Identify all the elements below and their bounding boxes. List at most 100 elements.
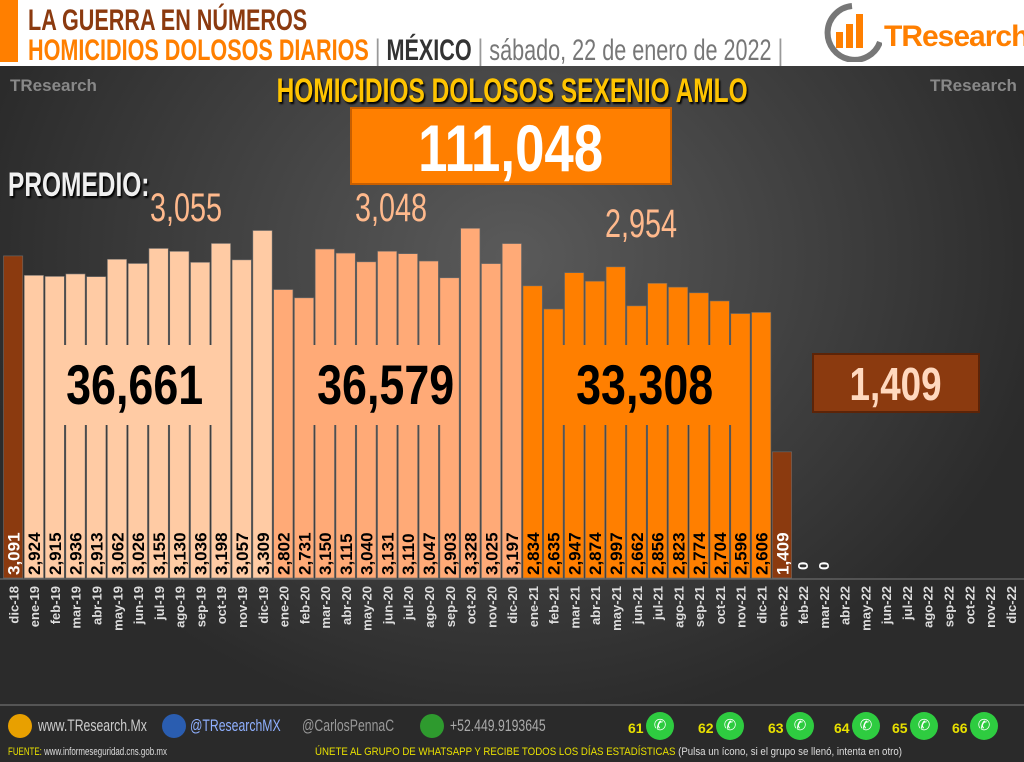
bar-mar-19: [65, 273, 86, 579]
x-tick-label: dic-18: [6, 586, 21, 624]
x-tick-label: jun-19: [131, 586, 146, 625]
bar-mar-21: [564, 272, 585, 579]
bar-dic-21: [751, 312, 772, 579]
logo-chart-icon: [824, 3, 883, 63]
x-tick-label: dic-22: [1004, 586, 1019, 624]
bar-value-label: 3,328: [462, 532, 481, 575]
x-tick-label: ene-19: [27, 586, 42, 627]
bar-dic-20: [501, 243, 522, 579]
whatsapp-icon[interactable]: ✆: [852, 712, 880, 740]
header-subtitle: HOMICIDIOS DOLOSOS DIARIOS | MÉXICO | sá…: [28, 34, 784, 67]
x-tick-label: sep-19: [193, 586, 208, 627]
bar-value-label: 3,036: [191, 532, 210, 575]
bar-value-label: 2,915: [46, 532, 65, 575]
x-tick-label: ago-20: [422, 586, 437, 628]
year-total-2022: 1,409: [812, 353, 980, 413]
whatsapp-icon[interactable]: ✆: [970, 712, 998, 740]
bar-value-label: 3,057: [233, 532, 252, 575]
x-tick-label: dic-21: [754, 586, 769, 624]
bar-oct-20: [460, 227, 481, 579]
x-tick-label: may-20: [360, 586, 375, 631]
x-tick-label: oct-20: [464, 586, 479, 624]
bar-value-label: 3,026: [129, 532, 148, 575]
x-tick-label: ago-19: [173, 586, 188, 628]
x-tick-label: sep-21: [692, 586, 707, 627]
bar-value-label: 3,062: [108, 532, 127, 575]
total-box: 111,048: [350, 107, 672, 185]
accent-bar: [0, 0, 18, 62]
bar-ene-21: [522, 285, 543, 579]
whatsapp-group-number: 63: [768, 720, 784, 736]
x-tick-label: feb-19: [48, 586, 63, 624]
whatsapp-group-number: 64: [834, 720, 850, 736]
x-tick-label: feb-21: [547, 586, 562, 624]
whatsapp-icon[interactable]: ✆: [646, 712, 674, 740]
x-tick-label: nov-21: [734, 586, 749, 628]
logo: TResearch: [822, 2, 1024, 63]
x-tick-label: may-22: [858, 586, 873, 631]
x-tick-label: jun-20: [380, 586, 395, 625]
x-tick-label: ago-21: [671, 586, 686, 628]
x-tick-label: abr-21: [588, 586, 603, 625]
bar-value-label: 3,197: [503, 532, 522, 575]
bar-dic-18: [3, 255, 24, 579]
x-tick-label: mar-21: [567, 586, 582, 629]
bar-value-label: 2,823: [669, 532, 688, 575]
x-tick-label: ene-21: [526, 586, 541, 627]
x-tick-label: jun-21: [630, 586, 645, 625]
website-link[interactable]: www.TResearch.Mx: [38, 716, 147, 735]
x-tick-label: nov-20: [484, 586, 499, 628]
whatsapp-icon[interactable]: ✆: [716, 712, 744, 740]
x-tick-label: jul-22: [900, 586, 915, 621]
bar-value-label: 2,834: [524, 532, 543, 575]
bar-value-label: 3,047: [420, 532, 439, 575]
watermark-logo-left: TResearch: [10, 76, 97, 95]
whatsapp-icon[interactable]: ✆: [786, 712, 814, 740]
twitter-link[interactable]: @TResearchMX: [190, 716, 281, 735]
bar-value-label: 2,936: [67, 532, 86, 575]
x-tick-label: abr-19: [90, 586, 105, 625]
source: FUENTE: www.informeseguridad.cns.gob.mx: [8, 746, 167, 758]
x-tick-label: sep-20: [443, 586, 458, 627]
bar-value-label: 2,997: [607, 532, 626, 575]
promedio-label: PROMEDIO:: [8, 166, 150, 204]
bar-value-label: 2,947: [565, 532, 584, 575]
bar-ene-19: [23, 275, 44, 579]
bar-value-label: 2,704: [711, 532, 730, 575]
average-2020: 3,048: [355, 186, 428, 230]
x-tick-label: sep-22: [941, 586, 956, 627]
bar-value-label: 1,409: [773, 532, 792, 575]
bar-value-label: 3,025: [482, 532, 501, 575]
x-tick-label: mar-20: [318, 586, 333, 629]
x-tick-label: jul-20: [401, 586, 416, 621]
bar-value-label: 2,635: [545, 532, 564, 575]
x-tick-label: dic-19: [256, 586, 271, 624]
bar-dic-19: [252, 230, 273, 579]
average-2021: 2,954: [605, 202, 678, 246]
whatsapp-group-number: 61: [628, 720, 644, 736]
bar-value-label: 3,150: [316, 532, 335, 575]
header: LA GUERRA EN NÚMEROS HOMICIDIOS DOLOSOS …: [0, 0, 1024, 67]
x-tick-label: nov-22: [983, 586, 998, 628]
year-total-2021: 33,308: [552, 345, 738, 425]
footer: www.TResearch.Mx @TResearchMX @CarlosPen…: [0, 704, 1024, 762]
header-title: LA GUERRA EN NÚMEROS: [28, 4, 308, 37]
whatsapp-cta: ÚNETE AL GRUPO DE WHATSAPP Y RECIBE TODO…: [315, 746, 902, 758]
bar-value-label: 2,731: [295, 532, 314, 575]
whatsapp-group-number: 66: [952, 720, 968, 736]
x-tick-label: jul-19: [152, 586, 167, 621]
bar-value-label: 2,856: [649, 532, 668, 575]
bar-nov-19: [231, 259, 252, 579]
x-tick-label: feb-20: [297, 586, 312, 624]
x-tick-label: mar-19: [69, 586, 84, 629]
bar-value-label: 2,774: [690, 532, 709, 575]
x-tick-label: jun-22: [879, 586, 894, 625]
chart-title: HOMICIDIOS DOLOSOS SEXENIO AMLO: [276, 72, 748, 110]
whatsapp-icon[interactable]: ✆: [910, 712, 938, 740]
x-tick-label: oct-19: [214, 586, 229, 624]
bar-nov-20: [481, 263, 502, 579]
x-tick-label: abr-22: [838, 586, 853, 625]
bar-value-label: 2,924: [25, 532, 44, 575]
watermark-logo-right: TResearch: [930, 76, 1017, 95]
bar-value-label: 0: [795, 562, 812, 570]
